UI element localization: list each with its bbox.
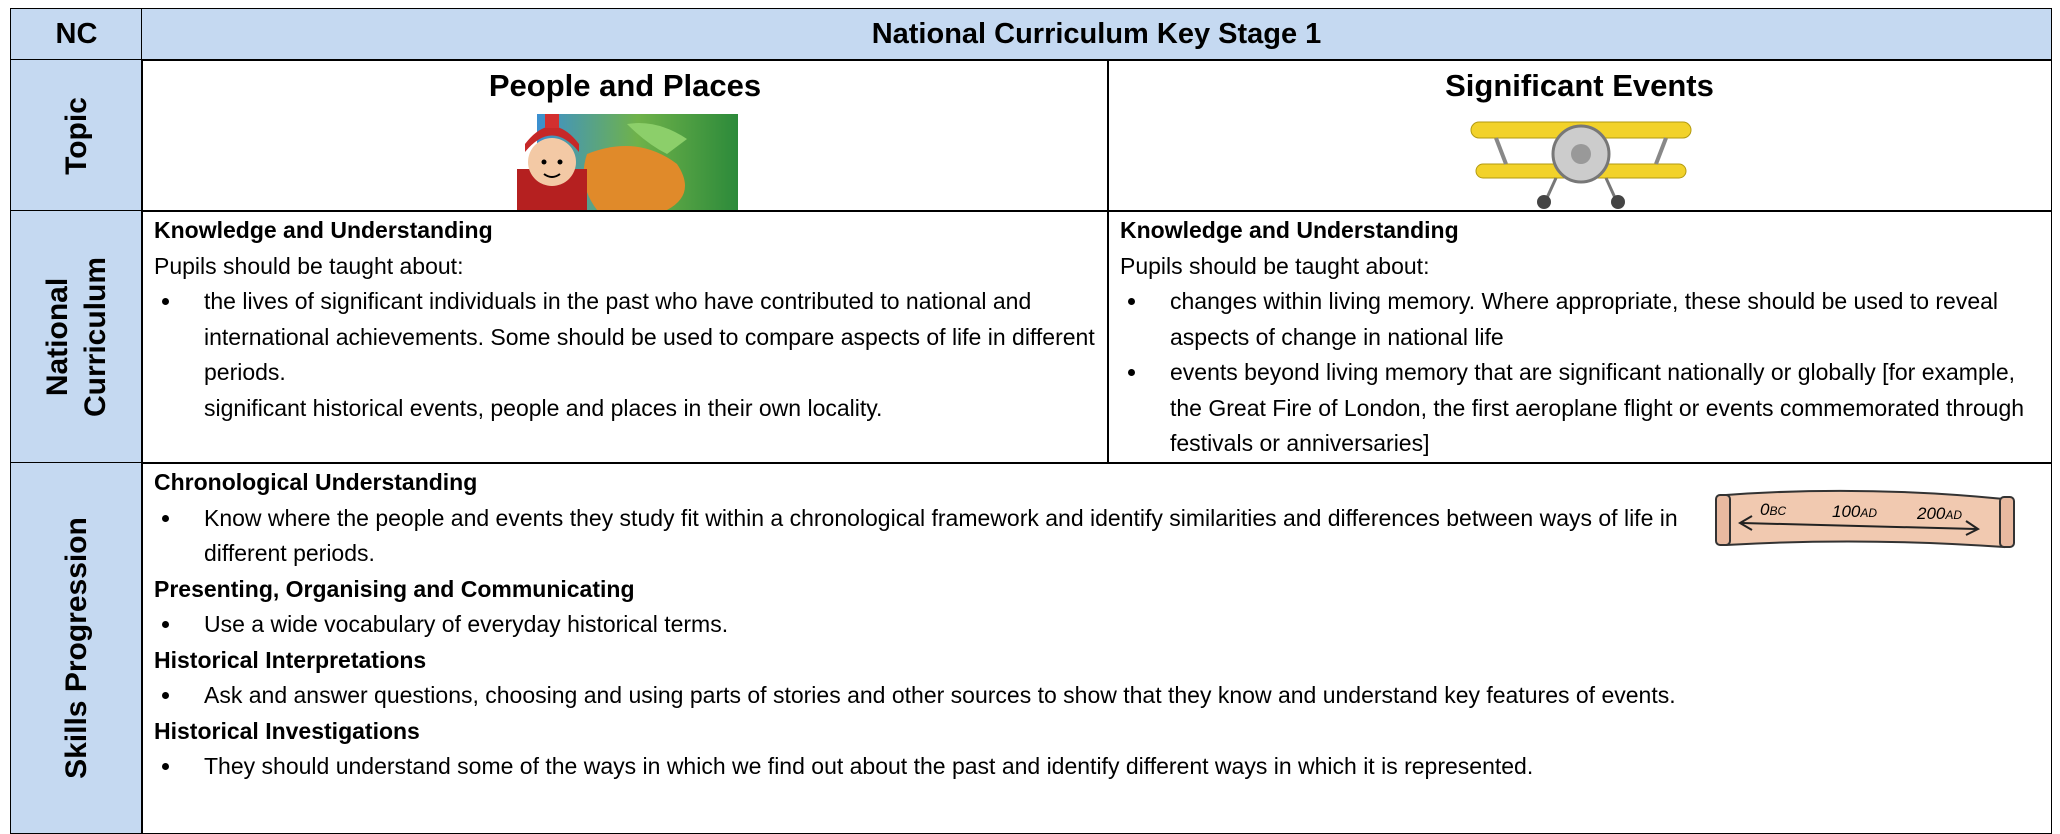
topic-cell: People and Places [141, 59, 1109, 212]
row-label: National Curriculum [10, 210, 143, 464]
timeline-era: AD [1944, 508, 1962, 522]
timeline-era: BC [1769, 504, 1786, 518]
heading: Historical Investigations [154, 717, 420, 744]
title: National Curriculum Key Stage 1 [871, 18, 1322, 50]
row-label: Topic [10, 59, 143, 212]
timeline-label: 200AD [1916, 504, 1962, 523]
timeline-year: 0 [1760, 500, 1770, 519]
corner: NC [55, 18, 98, 50]
item: the lives of significant individuals in … [154, 284, 1098, 391]
topic-title: People and Places [488, 68, 762, 103]
skills-label: Skills Progression [59, 517, 93, 779]
list: Know where the people and events they st… [154, 501, 1699, 572]
list: Ask and answer questions, choosing and u… [154, 678, 2041, 714]
timeline-era: AD [1859, 506, 1877, 520]
topic-label: Topic [59, 96, 93, 175]
item: They should understand some of the ways … [154, 749, 2041, 785]
list: They should understand some of the ways … [154, 749, 2041, 785]
item: Ask and answer questions, choosing and u… [154, 678, 2041, 714]
title-cell: National Curriculum Key Stage 1 [141, 8, 2052, 61]
heading: Knowledge and Understanding [154, 217, 493, 243]
heading: Knowledge and Understanding [1120, 217, 1459, 243]
item: events beyond living memory that are sig… [1120, 355, 2041, 462]
intro: Pupils should be taught about: [154, 252, 464, 279]
item: changes within living memory. Where appr… [1120, 284, 2041, 355]
nc-label: National Curriculum [40, 256, 112, 418]
list: changes within living memory. Where appr… [1120, 284, 2041, 462]
skills-cell: Chronological Understanding Know where t… [141, 462, 2052, 834]
corner-cell: NC [10, 8, 143, 61]
plane-image [1470, 121, 1692, 209]
timeline-label: 100AD [1832, 502, 1877, 521]
continuation: significant historical events, people an… [204, 394, 883, 421]
heading: Historical Interpretations [154, 646, 427, 673]
intro: Pupils should be taught about: [1120, 252, 1430, 279]
heading: Presenting, Organising and Communicating [154, 575, 635, 602]
heading: Chronological Understanding [154, 469, 478, 495]
row-label: Skills Progression [10, 462, 143, 834]
list: Use a wide vocabulary of everyday histor… [154, 607, 2041, 643]
roman-image [517, 114, 738, 210]
topic-title: Significant Events [1445, 68, 1714, 103]
item: Use a wide vocabulary of everyday histor… [154, 607, 2041, 643]
timeline-year: 100 [1832, 502, 1861, 521]
timeline-image: 0BC 100AD 200AD [1715, 489, 2015, 549]
list: the lives of significant individuals in … [154, 284, 1098, 391]
topic-cell: Significant Events [1107, 59, 2052, 212]
nc-cell: Knowledge and Understanding Pupils shoul… [141, 210, 1109, 464]
timeline-year: 200 [1916, 504, 1946, 523]
nc-cell: Knowledge and Understanding Pupils shoul… [1107, 210, 2052, 464]
timeline-label: 0BC [1760, 500, 1786, 519]
item: Know where the people and events they st… [154, 501, 1699, 572]
